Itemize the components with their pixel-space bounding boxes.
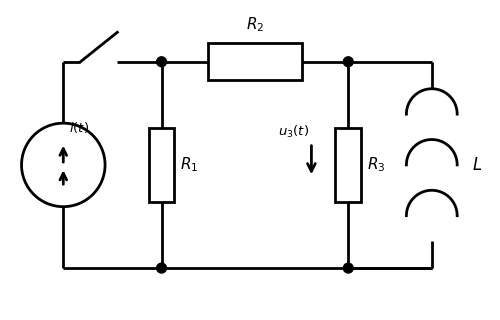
Text: $u_3(t)$: $u_3(t)$ — [278, 124, 309, 140]
Circle shape — [156, 263, 166, 273]
Bar — [208, 43, 302, 80]
Bar — [149, 128, 174, 202]
Text: $L$: $L$ — [472, 156, 482, 174]
Circle shape — [156, 57, 166, 67]
Bar — [336, 128, 361, 202]
Circle shape — [344, 57, 353, 67]
Text: $R_2$: $R_2$ — [246, 16, 264, 34]
Text: $R_1$: $R_1$ — [180, 156, 199, 174]
Text: $i(t)$: $i(t)$ — [69, 120, 89, 135]
Text: $R_3$: $R_3$ — [367, 156, 386, 174]
Circle shape — [344, 263, 353, 273]
